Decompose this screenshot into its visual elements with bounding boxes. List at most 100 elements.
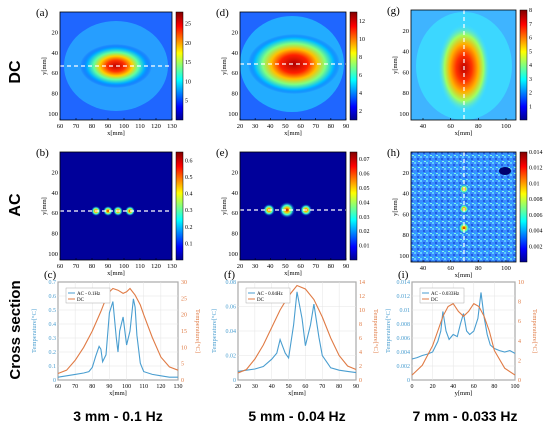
heatmap-b-xtick-label: 80 [89, 263, 96, 270]
heatmap-b-xlabel: x[mm] [107, 270, 125, 277]
heatmap-d-xtick-label: 40 [267, 123, 274, 130]
heatmap-d-xtick-label: 50 [282, 123, 289, 130]
series-line-i-dc [411, 302, 516, 376]
heatmap-d-ytick-label: 40 [232, 50, 239, 57]
heatmap-b-xtick-label: 120 [151, 263, 161, 270]
ylabel-left-i: Temperature[°C] [385, 309, 392, 353]
colorbar-d-tick-label: 6 [359, 73, 362, 79]
colorbar-h-tick-label: 0.004 [529, 229, 543, 235]
series-line-c-ac [57, 298, 178, 378]
row-label-cross-section: Cross section [7, 280, 24, 379]
legend-label-c: DC [77, 298, 85, 303]
colorbar-b-tick-label: 0.5 [185, 175, 193, 181]
panel-label-b: (b) [36, 147, 49, 159]
colorbar-a-tick-label: 5 [185, 99, 188, 105]
heatmap-g-ytick-label: 40 [403, 49, 410, 56]
heatmap-b-ytick-label: 100 [48, 251, 58, 258]
heatmap-g-ytick-label: 100 [399, 111, 409, 118]
ytick-left-label-c: 0.5 [49, 308, 57, 314]
ytick-right-label-i: 6 [518, 319, 521, 325]
ytick-left-label-f: 0.08 [226, 280, 237, 286]
heatmap-e-xtick-label: 80 [328, 263, 335, 270]
legend-i [419, 287, 465, 304]
xtick-label-f: 40 [269, 384, 275, 390]
colorbar-a [175, 11, 184, 121]
series-line-f-ac [237, 291, 357, 374]
heatmap-a-ytick-label: 80 [52, 91, 59, 98]
ytick-right-label-c: 15 [181, 329, 187, 335]
heatmap-h-dark-patch [499, 167, 511, 175]
xtick-label-c: 90 [106, 384, 112, 390]
heatmap-g-ylabel: y[mm] [392, 56, 399, 74]
series-line-c-dc [57, 287, 179, 375]
ytick-left-label-i: 0.002 [397, 364, 411, 370]
colorbar-d [349, 11, 358, 121]
heatmap-h-ytick-label: 100 [399, 253, 409, 260]
legend-f [245, 287, 291, 304]
ytick-left-label-f: 0.02 [226, 354, 237, 360]
heatmap-h-ytick-label: 60 [403, 211, 410, 218]
heatmap-g-xtick-label: 40 [420, 123, 427, 130]
ytick-right-label-f: 4 [359, 350, 362, 356]
heatmap-d-ytick-label: 60 [232, 70, 239, 77]
colorbar-h [519, 151, 528, 263]
heatmap-g-ytick-label: 20 [403, 28, 410, 35]
ytick-right-label-c: 25 [181, 296, 187, 302]
colorbar-d-tick-label: 12 [359, 19, 365, 25]
colorbar-h-tick-label: 0.012 [529, 166, 543, 172]
ytick-left-label-c: 0.2 [49, 350, 57, 356]
heatmap-h-ytick-label: 40 [403, 191, 410, 198]
ytick-left-label-i: 0.01 [400, 308, 411, 314]
heatmap-a-ytick-label: 40 [52, 50, 59, 57]
ytick-left-label-c: 0.6 [49, 294, 57, 300]
heatmap-h-spot-3 [458, 222, 470, 234]
ytick-left-label-c: 0 [53, 378, 56, 384]
heatmap-a-xtick-label: 90 [105, 123, 112, 130]
colorbar-g-tick-label: 6 [529, 36, 532, 42]
heatmap-g: (g) 40 60 80 100 x[mm] 20 40 60 80 100 y[mm] 1 2 3 4 5 6 7… [387, 5, 532, 137]
heatmap-e-ytick-label: 40 [232, 190, 239, 197]
heatmap-e-xtick-label: 70 [312, 263, 319, 270]
heatmap-a-xtick-label: 130 [167, 123, 177, 130]
colorbar-g-tick-label: 3 [529, 77, 532, 83]
heatmap-b-frame [59, 151, 173, 261]
heatmap-e-xtick-label: 50 [282, 263, 289, 270]
heatmap-e-spot-2 [279, 202, 295, 218]
heatmap-b-ytick-label: 80 [52, 231, 59, 238]
xtick-label-f: 50 [286, 384, 292, 390]
caption-col-2: 5 mm - 0.04 Hz [248, 408, 345, 424]
panel-label-d: (d) [216, 7, 229, 19]
colorbar-g [519, 9, 528, 121]
heatmap-d-ytick-label: 80 [232, 91, 239, 98]
panel-label-h: (h) [387, 147, 400, 159]
ytick-right-label-c: 5 [181, 362, 184, 368]
colorbar-a-tick-label: 20 [185, 41, 191, 47]
ytick-right-label-f: 10 [359, 308, 365, 314]
panel-label-c: (c) [44, 269, 57, 281]
legend-label-i: DC [431, 298, 439, 303]
heatmap-a-xtick-label: 70 [73, 123, 80, 130]
colorbar-e-tick-label: 0.03 [359, 215, 370, 221]
heatmap-d-ytick-label: 100 [228, 111, 238, 118]
heatmap-h-xlabel: x[mm] [455, 272, 473, 279]
heatmap-d-xtick-label: 60 [297, 123, 304, 130]
colorbar-h-tick-label: 0.006 [529, 213, 543, 219]
heatmap-b-ylabel: y[mm] [41, 197, 48, 215]
heatmap-e-ytick-label: 80 [232, 231, 239, 238]
heatmap-a-ytick-label: 100 [48, 111, 58, 118]
heatmap-e-xtick-label: 60 [297, 263, 304, 270]
xtick-label-c: 80 [89, 384, 95, 390]
heatmap-e: (e) 20 30 40 50 60 70 80 90 x[mm] 20 40 60 80 100 y[mm]… [216, 147, 370, 277]
heatmap-e-ylabel: y[mm] [221, 197, 228, 215]
xtick-label-f: 30 [252, 384, 258, 390]
heatmap-a-xtick-label: 60 [57, 123, 64, 130]
xtick-label-i: 0 [411, 384, 414, 390]
ytick-right-label-c: 30 [181, 280, 187, 286]
xlabel-f: x[mm] [288, 390, 306, 397]
heatmap-d-xtick-label: 70 [312, 123, 319, 130]
ytick-right-label-f: 6 [359, 336, 362, 342]
heatmap-b-ytick-label: 20 [52, 169, 59, 176]
ytick-right-label-f: 8 [359, 322, 362, 328]
legend-label-f: DC [257, 298, 265, 303]
